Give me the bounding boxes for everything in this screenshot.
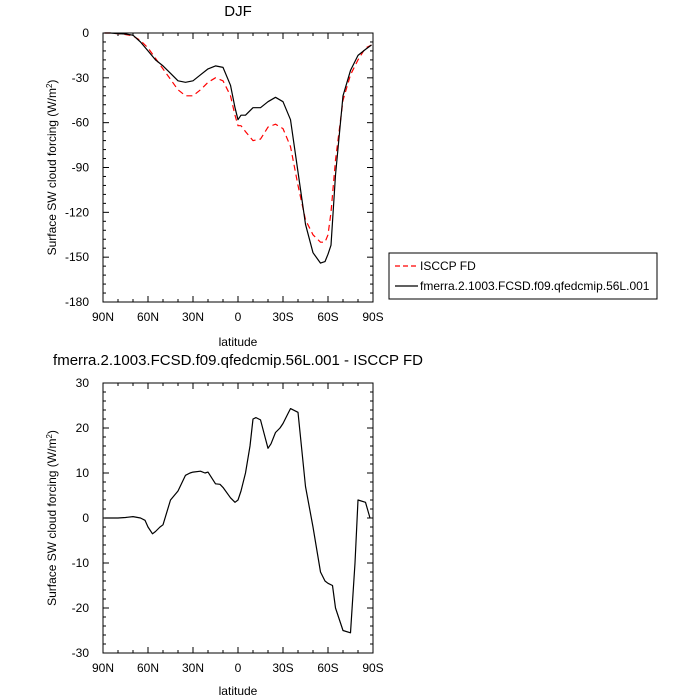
- y-axis-label-sup: 2: [45, 434, 54, 439]
- x-tick-label: 30S: [272, 310, 293, 324]
- x-tick-label: 90N: [92, 661, 114, 675]
- x-tick-label: 0: [235, 661, 242, 675]
- chart-title: fmerra.2.1003.FCSD.f09.qfedcmip.56L.001 …: [53, 352, 423, 369]
- x-tick-label: 0: [235, 310, 242, 324]
- y-tick-label: -20: [72, 601, 90, 615]
- x-tick-label: 30N: [182, 310, 204, 324]
- y-tick-label: -120: [65, 205, 89, 219]
- legend-entry-isccp: ISCCP FD: [420, 259, 476, 273]
- y-tick-label: 0: [82, 26, 89, 40]
- y-tick-label: -10: [72, 556, 90, 570]
- y-axis-label-end: ): [45, 80, 59, 84]
- legend: ISCCP FD fmerra.2.1003.FCSD.f09.qfedcmip…: [388, 252, 658, 300]
- legend-box: [388, 252, 658, 300]
- x-tick-label: 90N: [92, 310, 114, 324]
- y-tick-label: 10: [76, 466, 90, 480]
- series-lines: [104, 32, 372, 264]
- y-axis-label-main: Surface SW cloud forcing (W/m: [45, 439, 59, 606]
- x-tick-labels: 90N 60N 30N 0 30S 60S 90S: [92, 310, 384, 324]
- x-tick-label: 60S: [317, 310, 338, 324]
- x-tick-label: 60N: [137, 310, 159, 324]
- plot-frame: [102, 382, 374, 654]
- series-lines: [104, 408, 371, 634]
- y-tick-labels: 0 -30 -60 -90 -120 -150 -180: [65, 26, 89, 309]
- series-line-1: [104, 32, 372, 264]
- y-tick-label: 20: [76, 421, 90, 435]
- x-tick-label: 60S: [317, 661, 338, 675]
- x-axis-label: latitude: [219, 335, 258, 349]
- y-tick-label: -90: [72, 161, 90, 175]
- chart-top: DJF 90N 60N 30N 0 30S 60S 90S 0 -30 -60 -90 -120 -1…: [45, 3, 658, 349]
- x-tick-labels: 90N 60N 30N 0 30S 60S 90S: [92, 661, 384, 675]
- y-tick-label: 0: [82, 511, 89, 525]
- x-tick-label: 30N: [182, 661, 204, 675]
- y-tick-label: -60: [72, 116, 90, 130]
- y-tick-label: -150: [65, 250, 89, 264]
- series-line-0: [104, 408, 371, 634]
- x-tick-label: 30S: [272, 661, 293, 675]
- x-tick-label: 90S: [362, 310, 383, 324]
- y-tick-label: -180: [65, 295, 89, 309]
- y-axis-label-end: ): [45, 430, 59, 434]
- axis-ticks: [102, 382, 374, 654]
- y-axis-label: Surface SW cloud forcing (W/m2): [45, 80, 59, 256]
- y-tick-label: -30: [72, 71, 90, 85]
- chart-title: DJF: [224, 3, 252, 20]
- x-tick-label: 90S: [362, 661, 383, 675]
- chart-bottom: fmerra.2.1003.FCSD.f09.qfedcmip.56L.001 …: [45, 352, 423, 698]
- x-axis-label: latitude: [219, 684, 258, 698]
- x-tick-label: 60N: [137, 661, 159, 675]
- legend-entry-model: fmerra.2.1003.FCSD.f09.qfedcmip.56L.001: [420, 279, 650, 293]
- y-axis-label-main: Surface SW cloud forcing (W/m: [45, 88, 59, 255]
- y-tick-labels: 30 20 10 0 -10 -20 -30: [72, 376, 90, 660]
- axis-ticks: [102, 32, 374, 303]
- y-tick-label: -30: [72, 646, 90, 660]
- y-tick-label: 30: [76, 376, 90, 390]
- series-line-0: [104, 32, 372, 243]
- y-axis-label: Surface SW cloud forcing (W/m2): [45, 430, 59, 606]
- plot-frame: [102, 32, 374, 303]
- y-axis-label-sup: 2: [45, 83, 54, 88]
